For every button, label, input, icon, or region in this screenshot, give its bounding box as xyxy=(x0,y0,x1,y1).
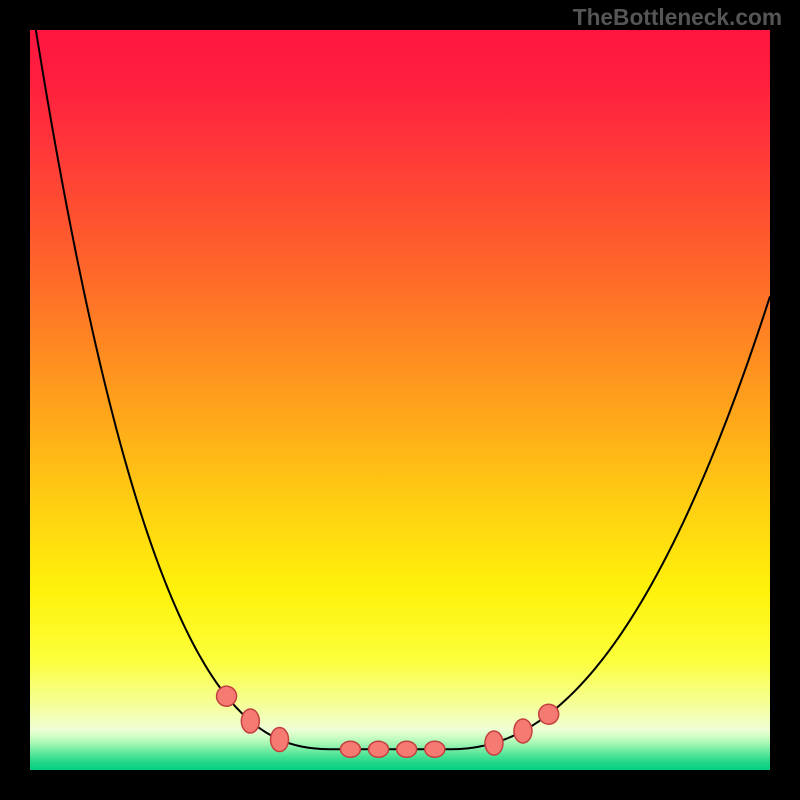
plot-area xyxy=(30,30,770,770)
marker-floor xyxy=(369,741,389,757)
marker-right-wall xyxy=(535,701,562,728)
marker-floor xyxy=(340,741,360,757)
marker-right-wall xyxy=(514,719,532,743)
marker-floor xyxy=(425,741,445,757)
marker-floor xyxy=(397,741,417,757)
marker-right-wall xyxy=(485,731,503,755)
curve-path xyxy=(30,30,770,749)
marker-left-wall xyxy=(241,709,259,733)
marker-left-wall xyxy=(213,682,241,710)
chart-stage: TheBottleneck.com xyxy=(0,0,800,800)
marker-left-wall xyxy=(271,728,289,752)
bottleneck-curve xyxy=(30,30,770,770)
watermark-text: TheBottleneck.com xyxy=(573,4,782,31)
